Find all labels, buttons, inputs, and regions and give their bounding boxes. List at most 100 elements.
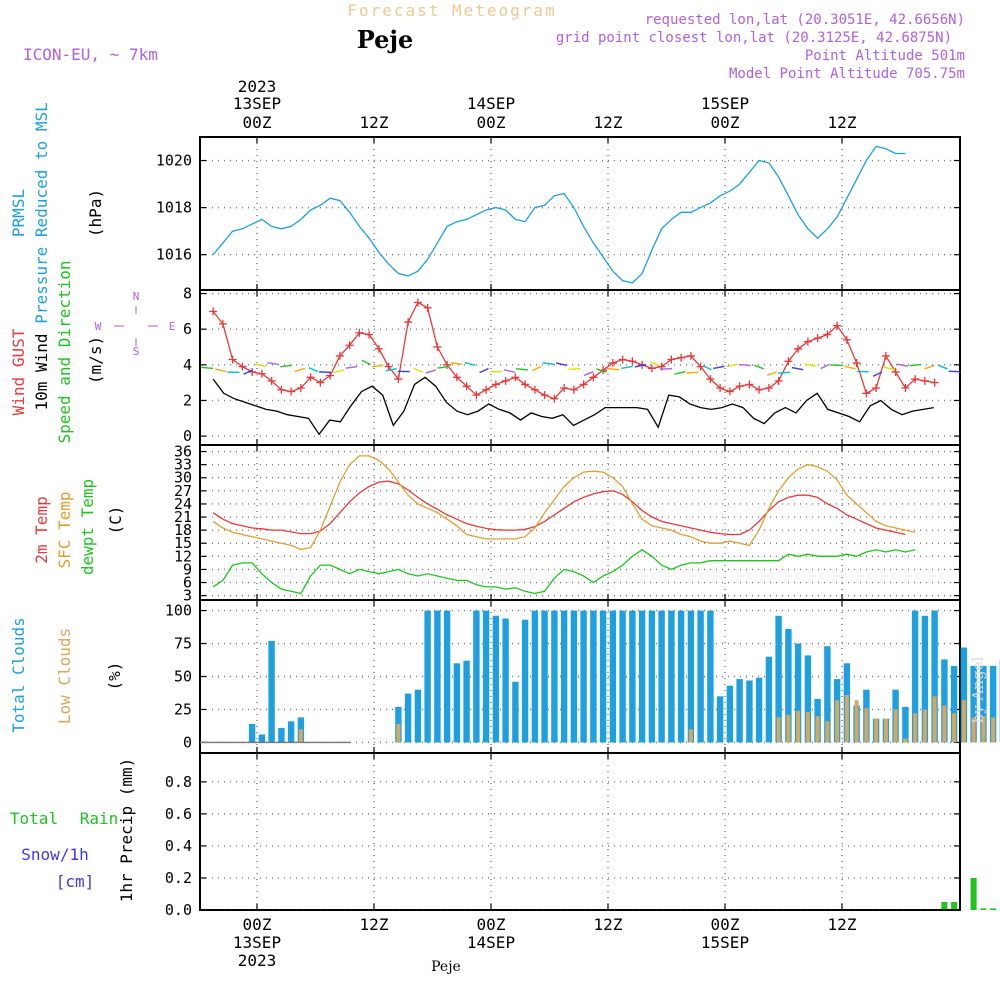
bar-total-clouds <box>921 615 929 743</box>
series-line-dewpt-temp <box>212 549 916 595</box>
gust-point <box>394 375 403 384</box>
wind-direction-arrow <box>201 366 214 370</box>
gust-point <box>579 380 588 389</box>
gust-point <box>803 337 812 346</box>
gust-point <box>589 373 598 382</box>
bar-total-clouds <box>960 647 968 743</box>
bar-total-clouds <box>414 689 422 743</box>
bottom-axis-tick-label: 2023 <box>238 951 277 970</box>
y-tick-label: 25 <box>174 700 192 718</box>
gust-point <box>238 362 247 371</box>
bar-total-clouds <box>824 646 831 743</box>
gust-point <box>560 383 569 392</box>
bar-total-clouds <box>989 665 997 743</box>
y-tick-label: 0.0 <box>165 901 192 919</box>
clouds-total-label: Total Clouds <box>9 617 28 733</box>
bar-total-clouds <box>278 727 285 743</box>
y-tick-label: 21 <box>174 508 192 526</box>
precip-snow-unit: [cm] <box>56 872 95 891</box>
gust-point <box>852 359 861 368</box>
bar-total-clouds <box>629 610 636 743</box>
gust-point <box>287 387 296 396</box>
gust-point <box>472 391 481 400</box>
y-tick-label: 12 <box>174 547 192 565</box>
bar-total-clouds <box>541 610 548 743</box>
gust-point <box>667 355 676 364</box>
gust-point <box>813 334 822 343</box>
gust-point <box>716 383 725 392</box>
compass-rose <box>114 306 158 346</box>
bottom-axis-tick-label: 15SEP <box>701 933 749 952</box>
bar-total-clouds <box>736 679 743 743</box>
y-tick-label: 9 <box>183 560 192 578</box>
temp-sfc-label: SFC Temp <box>55 491 74 568</box>
bar-total-clouds <box>619 610 626 743</box>
gust-point <box>521 380 530 389</box>
gust-point <box>647 364 656 373</box>
bar-total-clouds <box>531 610 539 743</box>
gust-point <box>628 357 637 366</box>
bar-low-clouds <box>874 718 879 743</box>
wind-direction-arrow <box>437 365 450 369</box>
bar-total-clouds <box>648 610 656 743</box>
bar-total-clouds <box>804 655 812 743</box>
y-tick-label: 30 <box>174 469 192 487</box>
bar-total-clouds <box>580 610 587 743</box>
bar-total-clouds <box>453 663 461 743</box>
gust-point <box>569 385 578 394</box>
wind-10m-label: 10m Wind <box>32 333 51 410</box>
bar-low-clouds <box>961 700 966 743</box>
temp-2m-label: 2m Temp <box>32 496 51 563</box>
y-tick-label: 4 <box>183 356 192 374</box>
wind-direction-arrow <box>924 364 935 370</box>
bar-low-clouds <box>396 724 401 743</box>
gust-point <box>374 344 383 353</box>
compass-w: W <box>95 320 102 333</box>
gust-point <box>686 351 695 360</box>
gust-point <box>345 341 354 350</box>
gust-point <box>901 383 910 392</box>
chart-title: Forecast Meteogram <box>347 1 556 20</box>
bar-low-clouds <box>913 713 918 743</box>
wind-direction-arrow <box>280 364 292 368</box>
gust-point <box>443 360 452 369</box>
gust-point <box>794 344 803 353</box>
y-tick-label: 3 <box>183 587 192 605</box>
bar-total-clouds <box>677 610 685 743</box>
y-tick-label: 0.8 <box>165 773 192 791</box>
gust-point <box>774 376 783 385</box>
bar-low-clouds <box>805 712 810 743</box>
bar-total-clouds <box>765 656 773 743</box>
wind-direction-arrow <box>254 363 266 368</box>
gust-point <box>745 380 754 389</box>
gust-point <box>920 376 929 385</box>
wind-direction-arrow <box>872 371 883 377</box>
wind-direction-arrow <box>583 371 594 377</box>
bar-total-clouds <box>638 610 646 743</box>
bar-total-clouds <box>970 665 977 743</box>
compass-s: S <box>133 345 140 358</box>
clouds-unit: (%) <box>105 662 124 691</box>
series-line-prmsl <box>212 145 906 284</box>
wind-direction-arrow <box>726 363 738 368</box>
y-tick-label: 50 <box>174 668 192 686</box>
y-tick-label: 6 <box>183 574 192 592</box>
bar-total-clouds <box>248 724 256 743</box>
y-tick-label: 75 <box>174 635 192 653</box>
bar-total-clouds <box>590 610 597 743</box>
gust-point <box>608 359 617 368</box>
wind-direction-arrow <box>464 361 476 367</box>
location-title: Peje <box>357 25 414 54</box>
y-tick-label: 8 <box>183 285 192 303</box>
wind-unit: (m/s) <box>86 336 105 384</box>
wind-direction-arrow <box>267 361 279 366</box>
wind-direction-arrow <box>371 364 384 368</box>
wind-direction-arrow <box>515 368 528 371</box>
bottom-axis-tick-label: 13SEP <box>233 933 281 952</box>
gust-point <box>511 373 520 382</box>
gust-point <box>423 303 432 312</box>
precip-total-label: Total <box>10 809 58 828</box>
bar-low-clouds <box>688 729 693 743</box>
top-axis-tick-label: 12Z <box>828 113 857 132</box>
wind-direction-arrow <box>634 363 646 368</box>
